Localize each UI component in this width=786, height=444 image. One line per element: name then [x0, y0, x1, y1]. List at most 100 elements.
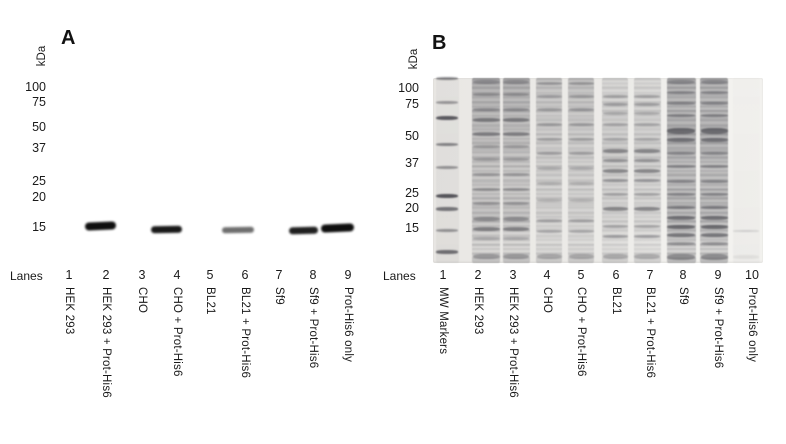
- gel-band: [667, 127, 695, 134]
- gel-band: [602, 207, 628, 212]
- gel-band: [568, 137, 594, 141]
- gel-band: [700, 102, 728, 106]
- gel-band: [667, 215, 695, 220]
- gel-lane-3: [502, 78, 530, 263]
- gel-band: [634, 234, 660, 238]
- gel-band: [536, 82, 562, 86]
- gel-band: [634, 168, 660, 173]
- panel-b-lane-label-3: HEK 293 + Prot-His6: [507, 287, 519, 398]
- gel-band: [472, 79, 500, 84]
- gel-band: [634, 224, 660, 228]
- gel-band: [602, 95, 628, 98]
- panel-b-lane-number-5: 5: [577, 268, 585, 282]
- panel-b-mw-label-25: 25: [405, 186, 419, 200]
- gel-band: [568, 95, 594, 98]
- gel-band: [700, 91, 728, 95]
- gel-band: [700, 233, 728, 238]
- gel-lane-4: [536, 78, 562, 263]
- panel-b-lane-label-6: BL21: [610, 287, 622, 315]
- gel-band: [503, 226, 529, 231]
- gel-band: [667, 137, 695, 142]
- gel-band: [634, 111, 660, 115]
- panel-b-lane-label-8: Sf9: [677, 287, 689, 305]
- gel-band: [634, 95, 660, 98]
- panel-a-lane-label-7: Sf9: [273, 287, 285, 305]
- panel-b-lane-label-7: BL21 + Prot-His6: [644, 287, 656, 379]
- gel-band: [536, 167, 562, 171]
- panel-a-lane-number-7: 7: [275, 268, 283, 282]
- gel-band: [536, 218, 562, 222]
- gel-band: [667, 242, 695, 246]
- gel-band: [634, 158, 660, 162]
- gel-band: [667, 206, 695, 209]
- gel-band: [602, 158, 628, 162]
- panel-a-lane-label-4: CHO + Prot-His6: [171, 287, 183, 377]
- gel-band: [602, 234, 628, 238]
- gel-band: [667, 102, 695, 106]
- panel-a-lane-number-6: 6: [241, 268, 249, 282]
- gel-band: [472, 187, 500, 191]
- gel-band: [700, 152, 728, 156]
- blot-band-lane-8: [288, 226, 319, 234]
- panel-b-mw-label-20: 20: [405, 201, 419, 215]
- panel-a-kda-unit-label: kDa: [36, 45, 48, 67]
- gel-band: [634, 137, 660, 141]
- gel-band: [503, 254, 529, 260]
- panel-b-mw-label-75: 75: [405, 97, 419, 111]
- gel-band: [503, 216, 529, 221]
- gel-image: [433, 77, 763, 263]
- gel-band: [436, 207, 458, 211]
- panel-a-lane-number-8: 8: [309, 268, 317, 282]
- gel-band: [536, 198, 562, 202]
- gel-band: [700, 215, 728, 220]
- gel-band: [536, 122, 562, 126]
- gel-band: [503, 93, 529, 97]
- panel-b-lane-label-5: CHO + Prot-His6: [575, 287, 587, 377]
- gel-band: [568, 82, 594, 86]
- gel-lane-8: [666, 78, 696, 263]
- blot-band-lane-2: [84, 221, 117, 231]
- gel-lane-7: [633, 78, 661, 263]
- gel-lane-6: [602, 78, 628, 263]
- gel-lane-2: [472, 78, 500, 263]
- gel-band: [634, 193, 660, 197]
- panel-a-mw-label-25: 25: [32, 174, 46, 188]
- panel-a-mw-label-50: 50: [32, 120, 46, 134]
- gel-band: [472, 144, 500, 148]
- panel-b-lane-number-8: 8: [679, 268, 687, 282]
- gel-band: [472, 107, 500, 111]
- panel-a-lane-number-4: 4: [173, 268, 181, 282]
- gel-band: [634, 149, 660, 154]
- gel-band: [700, 180, 728, 184]
- panel-b-lane-number-9: 9: [714, 268, 722, 282]
- gel-band: [568, 218, 594, 222]
- gel-band: [602, 254, 628, 260]
- gel-band: [667, 152, 695, 156]
- gel-band: [700, 242, 728, 246]
- gel-lane-9: [700, 78, 728, 263]
- gel-band: [634, 207, 660, 212]
- panel-b-lane-label-2: HEK 293: [472, 287, 484, 335]
- gel-band: [472, 226, 500, 231]
- panel-a-lane-number-1: 1: [65, 268, 73, 282]
- panel-a-lane-label-3: CHO: [136, 287, 148, 314]
- gel-band: [472, 216, 500, 221]
- gel-band: [667, 113, 695, 117]
- gel-band: [634, 103, 660, 107]
- panel-b-kda-unit-label: kDa: [408, 48, 420, 70]
- gel-band: [700, 253, 728, 260]
- gel-band: [503, 187, 529, 191]
- gel-band: [602, 193, 628, 197]
- gel-band: [436, 229, 458, 233]
- gel-band: [503, 131, 529, 136]
- panel-a-lane-label-2: HEK 293 + Prot-His6: [100, 287, 112, 398]
- gel-band: [634, 254, 660, 260]
- gel-band: [472, 93, 500, 97]
- gel-band: [667, 233, 695, 238]
- panel-b-lane-label-9: Sf9 + Prot-His6: [712, 287, 724, 369]
- gel-band: [472, 237, 500, 241]
- gel-band: [472, 131, 500, 136]
- gel-band: [700, 206, 728, 209]
- gel-lane-10: [732, 78, 760, 263]
